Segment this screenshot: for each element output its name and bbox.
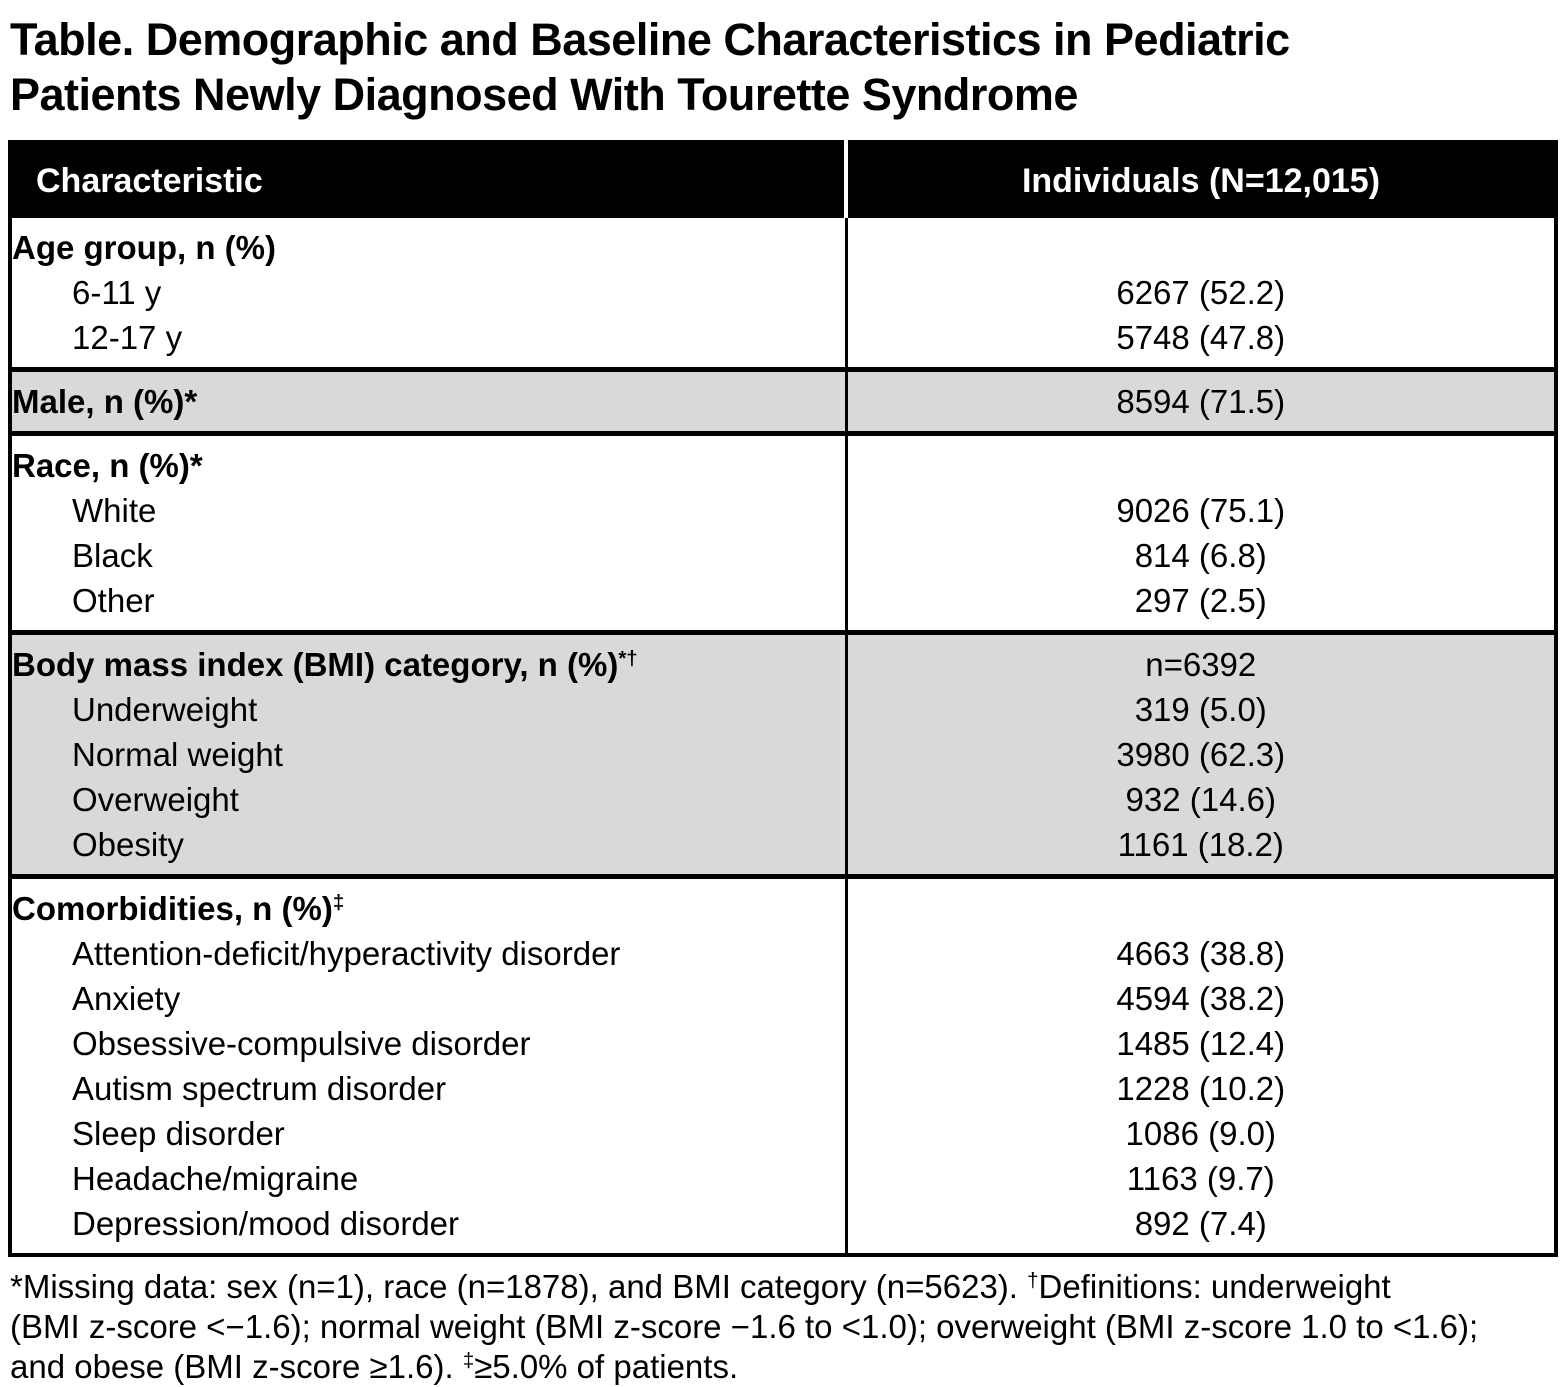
- footnote-marker: ‡: [462, 1348, 475, 1372]
- table-row: Attention-deficit/hyperactivity disorder…: [10, 931, 1556, 976]
- table-row: Obesity 1161 (18.2): [10, 822, 1556, 877]
- characteristic-cell: Headache/migraine: [72, 1160, 359, 1197]
- table-title: Table. Demographic and Baseline Characte…: [10, 12, 1556, 122]
- characteristic-cell: Black: [72, 537, 153, 574]
- table-row: Autism spectrum disorder 1228 (10.2): [10, 1066, 1556, 1111]
- characteristic-cell: Body mass index (BMI) category, n (%)*†: [10, 632, 846, 687]
- footnote-marker: †: [1027, 1268, 1039, 1292]
- characteristic-cell: Male, n (%)*: [10, 369, 846, 434]
- table-section: Race, n (%)* White 9026 (75.1) Black 814 (6.…: [10, 433, 1556, 633]
- value-cell: 9026 (75.1): [844, 488, 1556, 533]
- characteristic-cell: Other: [72, 582, 155, 619]
- characteristic-cell: Obsessive-compulsive disorder: [72, 1025, 531, 1062]
- table-row: White 9026 (75.1): [10, 488, 1556, 533]
- value-cell: 3980 (62.3): [844, 732, 1556, 777]
- characteristics-table: Characteristic Individuals (N=12,015) Ag…: [8, 140, 1558, 1257]
- value-cell: 8594 (71.5): [844, 369, 1556, 434]
- table-row: Age group, n (%): [10, 218, 1556, 270]
- table-row: Other 297 (2.5): [10, 578, 1556, 633]
- table-row: Body mass index (BMI) category, n (%)*† n…: [10, 632, 1556, 687]
- characteristic-cell: White: [72, 492, 157, 529]
- characteristic-cell: Overweight: [10, 777, 846, 822]
- footnote-marker: ‡: [332, 890, 345, 914]
- table-row: Normal weight 3980 (62.3): [10, 732, 1556, 777]
- value-cell: [844, 876, 1556, 931]
- table-row: Sleep disorder 1086 (9.0): [10, 1111, 1556, 1156]
- table-row: Overweight 932 (14.6): [10, 777, 1556, 822]
- value-cell: 892 (7.4): [844, 1201, 1556, 1255]
- value-cell: 814 (6.8): [844, 533, 1556, 578]
- table-title-line2: Patients Newly Diagnosed With Tourette S…: [10, 69, 1078, 120]
- value-cell: 5748 (47.8): [844, 315, 1556, 370]
- table-title-line1: Table. Demographic and Baseline Characte…: [10, 14, 1290, 65]
- value-cell: n=6392: [844, 632, 1556, 687]
- characteristic-cell: Comorbidities, n (%)‡: [12, 890, 345, 927]
- characteristic-cell: 12-17 y: [72, 319, 183, 356]
- characteristic-header-cell: Characteristic: [10, 142, 846, 218]
- individuals-header-cell: Individuals (N=12,015): [844, 142, 1556, 218]
- characteristic-cell: Obesity: [10, 822, 846, 877]
- value-cell: 932 (14.6): [844, 777, 1556, 822]
- characteristic-cell: Underweight: [10, 687, 846, 732]
- characteristic-cell: Attention-deficit/hyperactivity disorder: [72, 935, 621, 972]
- value-cell: 1161 (18.2): [844, 822, 1556, 877]
- table-row: Comorbidities, n (%)‡: [10, 876, 1556, 931]
- characteristic-cell: Anxiety: [72, 980, 181, 1017]
- table-row: Depression/mood disorder 892 (7.4): [10, 1201, 1556, 1255]
- header-row: Characteristic Individuals (N=12,015): [10, 142, 1556, 218]
- characteristic-cell: 6-11 y: [72, 274, 162, 311]
- value-cell: 4594 (38.2): [844, 976, 1556, 1021]
- characteristic-cell: Normal weight: [10, 732, 846, 777]
- value-cell: 1228 (10.2): [844, 1066, 1556, 1111]
- table-row: Anxiety 4594 (38.2): [10, 976, 1556, 1021]
- value-cell: 1163 (9.7): [844, 1156, 1556, 1201]
- table-section: Age group, n (%) 6-11 y 6267 (52.2) 12-17 y…: [10, 218, 1556, 370]
- value-cell: 1086 (9.0): [844, 1111, 1556, 1156]
- table-row: Headache/migraine 1163 (9.7): [10, 1156, 1556, 1201]
- table-row: Race, n (%)*: [10, 433, 1556, 488]
- table-section: Male, n (%)* 8594 (71.5): [10, 369, 1556, 434]
- table-row: Underweight 319 (5.0): [10, 687, 1556, 732]
- footnote-marker: *†: [618, 646, 638, 670]
- value-cell: [844, 218, 1556, 270]
- value-cell: 319 (5.0): [844, 687, 1556, 732]
- table-section: Body mass index (BMI) category, n (%)*† n…: [10, 632, 1556, 877]
- characteristic-cell: Age group, n (%): [12, 229, 276, 266]
- value-cell: 4663 (38.8): [844, 931, 1556, 976]
- table-row: Obsessive-compulsive disorder 1485 (12.4): [10, 1021, 1556, 1066]
- value-cell: [844, 433, 1556, 488]
- value-cell: 6267 (52.2): [844, 270, 1556, 315]
- value-cell: 297 (2.5): [844, 578, 1556, 633]
- table-row: Male, n (%)* 8594 (71.5): [10, 369, 1556, 434]
- footnote: *Missing data: sex (n=1), race (n=1878),…: [10, 1268, 1479, 1385]
- table-header: Characteristic Individuals (N=12,015): [10, 142, 1556, 218]
- table-row: 12-17 y 5748 (47.8): [10, 315, 1556, 370]
- table-section: Comorbidities, n (%)‡ Attention-deficit/h…: [10, 876, 1556, 1255]
- table-row: 6-11 y 6267 (52.2): [10, 270, 1556, 315]
- table-row: Black 814 (6.8): [10, 533, 1556, 578]
- characteristic-cell: Autism spectrum disorder: [72, 1070, 447, 1107]
- characteristic-cell: Depression/mood disorder: [72, 1205, 460, 1242]
- characteristic-cell: Sleep disorder: [72, 1115, 285, 1152]
- value-cell: 1485 (12.4): [844, 1021, 1556, 1066]
- characteristic-cell: Race, n (%)*: [12, 447, 203, 484]
